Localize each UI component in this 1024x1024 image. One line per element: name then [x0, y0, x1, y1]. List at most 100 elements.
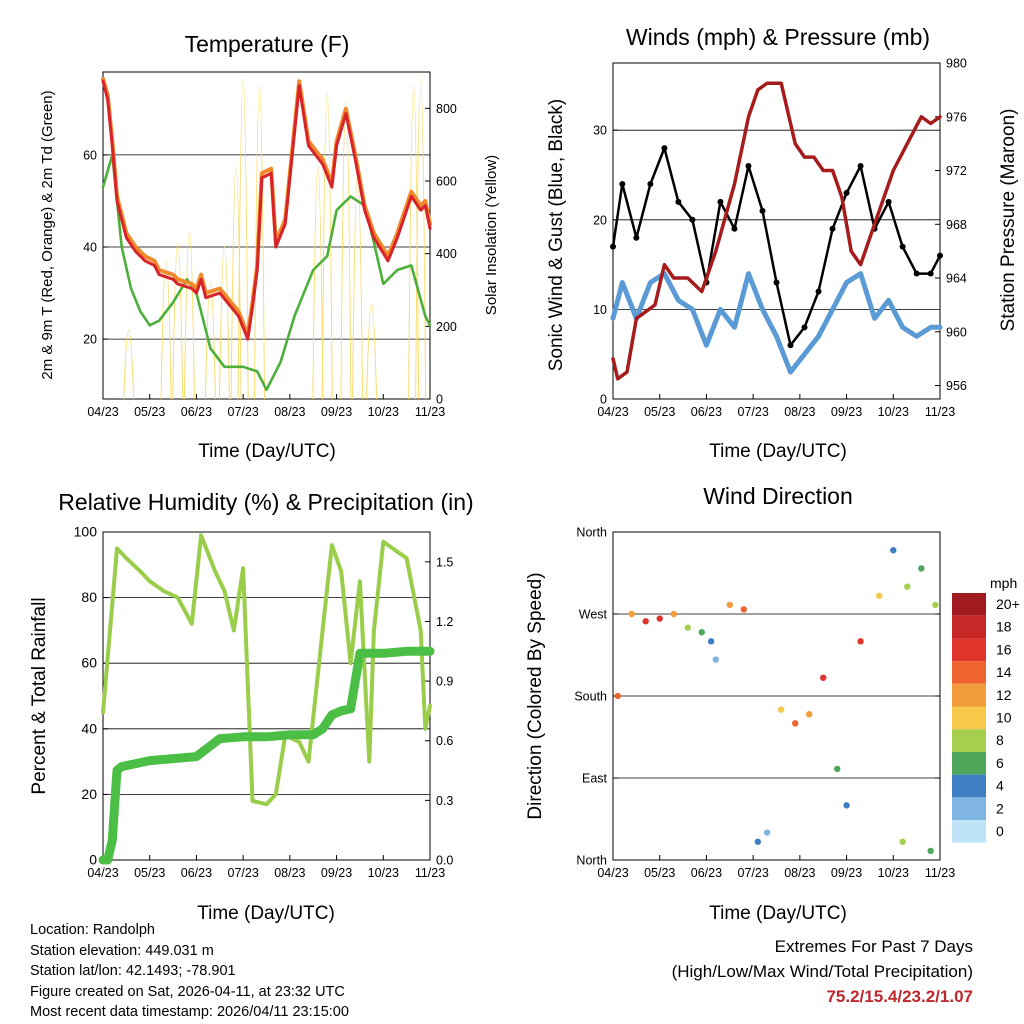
temperature-title: Temperature (F): [185, 31, 350, 57]
temperature-panel: Temperature (F) 2m & 9m T (Red, Orange) …: [39, 31, 500, 462]
winds-ylabel: Sonic Wind & Gust (Blue, Black): [546, 99, 567, 371]
solar-peak: [340, 100, 352, 400]
direction-tick-label: North: [576, 526, 607, 540]
solar-peak: [123, 329, 135, 400]
x-tick-label: 09/23: [321, 405, 352, 419]
direction-panel: Wind Direction Direction (Colored By Spe…: [525, 483, 1020, 924]
x-tick-label: 06/23: [691, 405, 722, 419]
colorbar-swatch: [952, 661, 986, 684]
gust-point: [787, 342, 794, 349]
solar-peak: [312, 166, 324, 400]
colorbar-swatch: [952, 751, 986, 775]
dewpoint-series-line: [101, 153, 432, 392]
direction-xlabel: Time (Day/UTC): [709, 903, 847, 924]
colorbar-swatch: [952, 593, 986, 616]
y2-tick-label: 972: [946, 164, 967, 178]
plot-frame: [102, 71, 431, 400]
x-tick-label: 11/23: [415, 866, 445, 880]
y2-tick-label: 976: [946, 110, 967, 124]
winds-panel: Winds (mph) & Pressure (mb) Sonic Wind &…: [546, 24, 1019, 462]
y2-tick-label: 0.3: [436, 794, 453, 808]
colorbar-swatch: [952, 797, 986, 820]
solar-peak: [172, 242, 184, 400]
direction-point: [927, 847, 934, 855]
direction-point: [726, 601, 733, 609]
direction-tick-label: East: [582, 772, 608, 786]
y-tick-label: 0: [89, 852, 97, 868]
x-tick-label: 08/23: [784, 866, 815, 880]
y2-tick-label: 0: [436, 393, 443, 407]
colorbar-level-label: 4: [996, 778, 1004, 794]
winds-title: Winds (mph) & Pressure (mb): [626, 24, 930, 50]
colorbar-level-label: 6: [996, 755, 1004, 771]
extremes-subtitle: (High/Low/Max Wind/Total Precipitation): [671, 962, 973, 981]
colorbar-swatch: [952, 706, 986, 730]
temperature-xlabel: Time (Day/UTC): [198, 441, 336, 462]
gust-point: [885, 198, 892, 205]
direction-ylabel: Direction (Colored By Speed): [525, 572, 546, 819]
x-tick-label: 11/23: [925, 866, 955, 880]
direction-point: [670, 610, 677, 618]
y-tick-label: 60: [83, 148, 97, 162]
x-tick-label: 04/23: [597, 866, 628, 880]
y-tick-label: 10: [593, 303, 607, 317]
y2-tick-label: 0.0: [436, 854, 453, 868]
gust-point: [745, 163, 752, 170]
y-tick-label: 20: [83, 333, 97, 347]
x-tick-label: 04/23: [87, 866, 118, 880]
gust-point: [675, 198, 682, 205]
temp-9m-series-line: [101, 76, 432, 337]
colorbar-level-label: 12: [996, 687, 1012, 703]
x-tick-label: 10/23: [878, 405, 909, 419]
x-tick-label: 10/23: [878, 866, 909, 880]
extremes-box: Extremes For Past 7 Days (High/Low/Max W…: [672, 934, 973, 1009]
direction-point: [614, 692, 621, 700]
direction-point: [754, 838, 762, 845]
y2-tick-label: 956: [946, 379, 967, 393]
gust-point: [927, 270, 934, 277]
station-location: Location: Randolph: [30, 922, 155, 938]
x-tick-label: 04/23: [597, 405, 628, 419]
extremes-title: Extremes For Past 7 Days: [774, 937, 973, 956]
x-tick-label: 10/23: [368, 866, 399, 880]
x-tick-label: 06/23: [181, 866, 212, 880]
y2-tick-label: 800: [436, 102, 457, 116]
direction-point: [763, 829, 771, 836]
gust-point: [913, 270, 920, 277]
direction-point: [857, 638, 864, 645]
direction-point: [642, 618, 649, 625]
solar-peak: [237, 78, 249, 400]
y2-tick-label: 400: [436, 247, 457, 261]
gust-point: [843, 189, 850, 196]
gust-point: [815, 288, 822, 295]
colorbar-swatch: [952, 638, 986, 662]
humidity-panel: Relative Humidity (%) & Precipitation (i…: [29, 489, 474, 924]
colorbar-level-label: 14: [996, 664, 1012, 680]
x-tick-label: 08/23: [274, 866, 305, 880]
temperature-ylabel: 2m & 9m T (Red, Orange) & 2m Td (Green): [39, 90, 56, 379]
colorbar-swatch: [952, 615, 986, 639]
x-tick-label: 09/23: [831, 405, 862, 419]
x-tick-label: 07/23: [738, 866, 769, 880]
plot-frame: [612, 62, 941, 400]
x-tick-label: 07/23: [228, 866, 259, 880]
temp-2m-series-line: [101, 79, 432, 341]
y2-tick-label: 0.9: [436, 675, 453, 689]
solar-peak: [253, 86, 265, 400]
y2-tick-label: 1.5: [436, 555, 453, 569]
direction-point: [684, 624, 691, 631]
solar-peak: [230, 166, 242, 400]
direction-tick-label: West: [579, 608, 608, 622]
x-tick-label: 04/23: [87, 405, 118, 419]
direction-point: [777, 706, 785, 713]
x-tick-label: 06/23: [181, 405, 212, 419]
station-info: Location: Randolph Station elevation: 44…: [30, 920, 349, 1023]
y-tick-label: 20: [593, 213, 607, 227]
pressure-series-line: [611, 81, 942, 381]
direction-point: [791, 720, 799, 727]
solar-peak: [415, 78, 427, 400]
gust-point: [801, 324, 808, 331]
gust-point: [759, 207, 766, 214]
solar-ylabel: Solar Insolation (Yellow): [483, 155, 500, 315]
extremes-values: 75.2/15.4/23.2/1.07: [826, 987, 973, 1006]
